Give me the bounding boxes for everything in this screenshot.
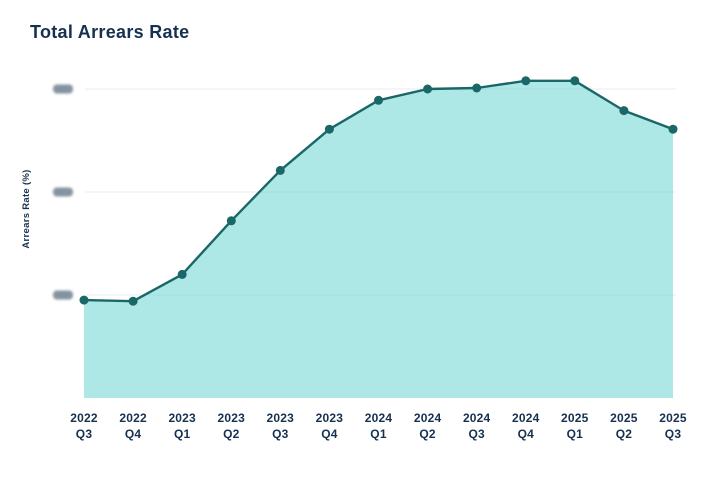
data-point[interactable] xyxy=(472,83,482,93)
x-tick-label: 2024 Q1 xyxy=(365,411,393,441)
y-axis-title: Arrears Rate (%) xyxy=(21,169,32,248)
x-tick-label: 2024 Q3 xyxy=(463,411,491,441)
x-tick-label: 2023 Q3 xyxy=(267,411,295,441)
x-tick-label: 2023 Q1 xyxy=(168,411,196,441)
data-point[interactable] xyxy=(79,295,89,305)
data-point[interactable] xyxy=(668,124,678,134)
area-fill xyxy=(84,80,673,399)
data-point[interactable] xyxy=(324,124,334,134)
y-tick-label-redacted xyxy=(53,84,73,94)
data-point[interactable] xyxy=(177,269,187,279)
data-point[interactable] xyxy=(226,216,236,226)
x-tick-label: 2023 Q4 xyxy=(316,411,344,441)
data-point[interactable] xyxy=(423,84,433,94)
data-point[interactable] xyxy=(619,106,629,116)
x-tick-label: 2024 Q4 xyxy=(512,411,540,441)
x-tick-label: 2022 Q3 xyxy=(70,411,98,441)
total-arrears-rate-chart: Arrears Rate (%) 2022 Q3 2022 Q4 2023 Q1 2023 Q2… xyxy=(21,76,687,441)
x-tick-label: 2025 Q1 xyxy=(561,411,589,441)
x-tick-label: 2024 Q2 xyxy=(414,411,442,441)
data-point[interactable] xyxy=(275,165,285,175)
data-point[interactable] xyxy=(521,76,531,86)
x-tick-label: 2025 Q2 xyxy=(610,411,638,441)
chart-title: Total Arrears Rate xyxy=(30,22,190,42)
data-point[interactable] xyxy=(570,76,580,86)
y-tick-label-redacted xyxy=(53,187,73,197)
x-tick-label: 2022 Q4 xyxy=(119,411,147,441)
y-tick-label-redacted xyxy=(53,290,73,300)
x-tick-label: 2023 Q2 xyxy=(218,411,246,441)
x-tick-label: 2025 Q3 xyxy=(659,411,687,441)
data-point[interactable] xyxy=(128,296,138,306)
data-point[interactable] xyxy=(374,95,383,105)
